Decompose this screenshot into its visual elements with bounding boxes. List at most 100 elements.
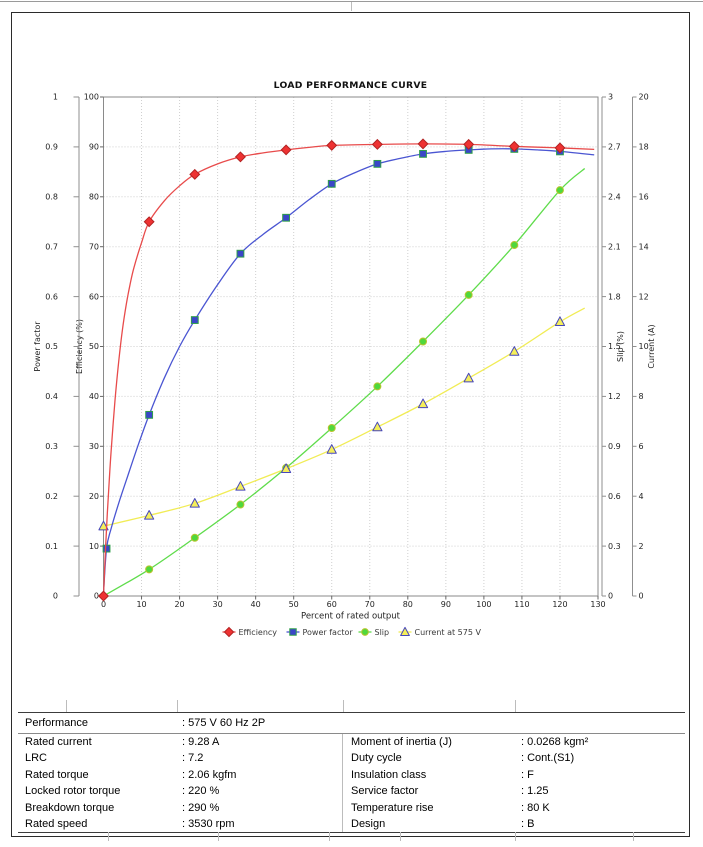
legend-item-efficiency: Efficiency: [222, 626, 278, 638]
svg-text:0.2: 0.2: [45, 492, 58, 501]
svg-text:Current at 575 V: Current at 575 V: [415, 628, 482, 637]
svg-text:70: 70: [89, 242, 99, 251]
efficiency-curve: [102, 143, 595, 597]
svg-text:60: 60: [327, 600, 337, 609]
svg-text:100: 100: [84, 93, 99, 102]
svg-text:8: 8: [639, 392, 644, 401]
svg-text:60: 60: [89, 292, 99, 301]
svg-text:Slip (%): Slip (%): [616, 331, 625, 362]
svg-text:70: 70: [365, 600, 375, 609]
spec-label: Rated torque: [25, 768, 89, 781]
spec-value: : 0.0268 kgm²: [521, 736, 589, 748]
spec-value: : F: [521, 768, 534, 781]
legend-item-current: Current at 575 V: [398, 626, 482, 637]
top-divider-stub: [351, 2, 352, 11]
svg-text:0: 0: [608, 592, 613, 601]
spec-value: : 1.25: [521, 785, 549, 798]
svg-text:18: 18: [639, 143, 649, 152]
svg-text:20: 20: [174, 600, 184, 609]
performance-value: : 575 V 60 Hz 2P: [182, 717, 266, 729]
svg-text:0.3: 0.3: [608, 542, 621, 551]
spec-value: : 2.06 kgfm: [182, 766, 343, 784]
svg-text:2.7: 2.7: [608, 143, 621, 152]
svg-text:1.2: 1.2: [608, 392, 621, 401]
slip-axis: 0 0.3 0.6 0.9 1.2 1.5 1.8 2.1 2.4 2.7 3 Slip (%): [601, 93, 625, 601]
svg-text:2.1: 2.1: [608, 242, 621, 251]
svg-text:4: 4: [639, 492, 644, 501]
spec-label: Rated current: [25, 736, 92, 748]
spec-label: Design: [351, 817, 386, 830]
spec-label: LRC: [25, 752, 48, 765]
svg-text:10: 10: [89, 542, 99, 551]
spec-row: Rated speed: 3530 rpm Design: B: [18, 815, 685, 833]
page-border: [11, 12, 690, 837]
svg-text:Power factor: Power factor: [303, 628, 354, 637]
spec-label: Locked rotor torque: [25, 785, 121, 798]
table-grid-stub: [515, 700, 516, 712]
svg-text:0.1: 0.1: [45, 542, 58, 551]
svg-text:90: 90: [441, 600, 451, 609]
svg-text:0: 0: [94, 592, 99, 601]
table-grid-stub: [343, 700, 344, 712]
table-grid-stub: [400, 832, 401, 841]
current-curve: [103, 307, 586, 527]
power-factor-axis: 0 0.1 0.2 0.3 0.4 0.5 0.6 0.7 0.8 0.9 1 Power facto…: [33, 93, 80, 601]
spec-value: : 80 K: [521, 801, 550, 814]
spec-label: Duty cycle: [351, 752, 402, 765]
svg-text:90: 90: [89, 143, 99, 152]
x-axis: 0 10 20 30 40 50 60 70 80 90 100 110 120 130 Percent o…: [101, 596, 606, 622]
motor-spec-table: Performance : 575 V 60 Hz 2P Rated curre…: [18, 712, 685, 834]
spec-label: Insulation class: [351, 768, 427, 781]
svg-text:0.8: 0.8: [45, 193, 58, 202]
spec-value: : 7.2: [182, 750, 343, 767]
table-grid-stub: [108, 832, 109, 841]
spec-value: : 3530 rpm: [182, 815, 343, 833]
svg-text:0.7: 0.7: [45, 242, 58, 251]
svg-text:0.4: 0.4: [45, 392, 58, 401]
svg-text:3: 3: [608, 93, 613, 102]
spec-row: Locked rotor torque: 220 % Service factor…: [18, 783, 685, 800]
svg-text:6: 6: [639, 442, 644, 451]
table-grid-stub: [66, 700, 67, 712]
table-grid-stub: [329, 832, 330, 841]
svg-text:Power factor: Power factor: [33, 321, 42, 372]
svg-text:1.5: 1.5: [608, 342, 621, 351]
svg-text:LOAD PERFORMANCE CURVE: LOAD PERFORMANCE CURVE: [274, 80, 428, 91]
spec-value: : B: [521, 817, 535, 830]
svg-text:0: 0: [101, 600, 106, 609]
svg-text:10: 10: [639, 342, 649, 351]
performance-row: Performance : 575 V 60 Hz 2P: [18, 713, 685, 734]
spec-label: Service factor: [351, 785, 419, 798]
svg-text:Slip: Slip: [375, 628, 390, 637]
svg-text:0.9: 0.9: [45, 143, 58, 152]
svg-text:Current (A): Current (A): [647, 324, 656, 368]
svg-text:Efficiency: Efficiency: [239, 628, 278, 637]
svg-text:130: 130: [590, 600, 605, 609]
efficiency-markers: [97, 138, 566, 602]
current-series: [98, 307, 586, 531]
spec-value: : 290 %: [182, 799, 343, 816]
svg-text:0: 0: [639, 592, 644, 601]
current-axis: 0 2 4 6 8 10 12 14 16 18 20 Current (A): [632, 93, 656, 601]
gridlines: [103, 97, 598, 596]
spec-value: : Cont.(S1): [521, 752, 575, 765]
slip-markers: [145, 186, 564, 574]
spec-label: Moment of inertia (J): [351, 736, 452, 748]
spec-row: Breakdown torque: 290 % Temperature rise:…: [18, 799, 685, 816]
table-grid-stub: [633, 832, 634, 841]
svg-text:30: 30: [89, 442, 99, 451]
svg-text:0.3: 0.3: [45, 442, 58, 451]
spec-row: Rated torque : 2.06 kgfm Insulation class:…: [18, 766, 685, 784]
power-factor-curve: [102, 148, 595, 594]
svg-text:12: 12: [639, 292, 649, 301]
svg-text:1: 1: [53, 93, 58, 102]
svg-text:50: 50: [289, 600, 299, 609]
current-markers: [98, 316, 566, 531]
svg-text:40: 40: [251, 600, 261, 609]
svg-text:50: 50: [89, 342, 99, 351]
svg-text:110: 110: [514, 600, 529, 609]
svg-text:1.8: 1.8: [608, 292, 621, 301]
svg-text:2: 2: [639, 542, 644, 551]
performance-label: Performance: [25, 717, 88, 729]
